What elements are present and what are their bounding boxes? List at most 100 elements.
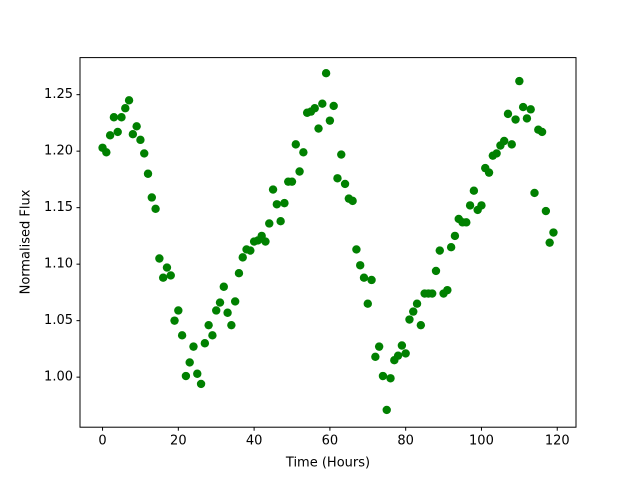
point: [310, 104, 319, 113]
point: [469, 186, 479, 195]
point: [299, 148, 308, 157]
point: [128, 130, 138, 139]
point: [443, 285, 452, 295]
point: [132, 122, 141, 131]
point: [105, 131, 115, 140]
point: [177, 331, 187, 340]
point: [325, 116, 335, 125]
point: [484, 168, 494, 177]
point: [261, 237, 270, 246]
point: [492, 149, 501, 158]
point: [155, 254, 164, 263]
point: [109, 113, 119, 122]
point: [227, 320, 236, 330]
x-tick-label: 60: [322, 434, 339, 449]
point: [397, 341, 407, 350]
point: [526, 105, 535, 114]
point: [499, 136, 509, 146]
point: [287, 177, 297, 186]
x-tick-label: 100: [469, 434, 494, 449]
point: [356, 261, 365, 270]
point: [348, 196, 357, 206]
point: [102, 148, 111, 157]
point: [166, 271, 175, 280]
point: [462, 218, 471, 227]
point: [340, 179, 350, 189]
point: [382, 405, 391, 415]
point: [223, 308, 232, 317]
point: [238, 253, 247, 262]
point: [549, 228, 558, 237]
point: [416, 320, 426, 330]
x-tick-label: 0: [98, 434, 106, 449]
point: [193, 369, 202, 378]
point: [124, 96, 134, 105]
x-tick-label: 120: [545, 434, 570, 449]
point: [147, 193, 157, 202]
x-tick-label: 20: [170, 434, 187, 449]
y-tick-label: 1.00: [44, 370, 73, 385]
point: [537, 127, 547, 137]
point: [113, 127, 122, 137]
point: [143, 169, 153, 178]
point: [151, 204, 160, 213]
point: [507, 140, 516, 149]
point: [189, 342, 198, 351]
point: [515, 76, 524, 86]
point: [291, 140, 300, 149]
point: [318, 99, 327, 108]
point: [272, 200, 282, 209]
point: [465, 201, 475, 210]
point: [337, 150, 346, 159]
point: [352, 245, 361, 254]
point: [181, 371, 191, 381]
point: [401, 349, 410, 358]
point: [386, 374, 395, 383]
y-tick-label: 1.25: [44, 87, 73, 102]
point: [409, 307, 418, 316]
y-tick-label: 1.05: [44, 313, 73, 328]
point: [174, 306, 183, 315]
point: [268, 185, 278, 194]
point: [234, 268, 244, 278]
point: [230, 297, 240, 306]
point: [208, 331, 217, 340]
point: [412, 299, 422, 308]
point: [446, 243, 456, 252]
point: [541, 206, 551, 216]
axes-frame: [79, 57, 577, 428]
point: [170, 316, 179, 325]
point: [518, 102, 528, 112]
point: [333, 174, 342, 183]
point: [477, 201, 486, 210]
point: [329, 101, 338, 111]
point: [428, 289, 437, 298]
point: [363, 299, 372, 308]
point: [545, 238, 554, 247]
point: [450, 231, 460, 241]
point: [511, 115, 520, 124]
x-axis-label: Time (Hours): [285, 456, 370, 471]
point: [117, 113, 126, 122]
point: [295, 167, 304, 176]
point: [162, 263, 172, 272]
y-axis-label: Normalised Flux: [19, 189, 34, 294]
point: [378, 371, 388, 381]
y-tick-label: 1.10: [44, 257, 73, 272]
point: [185, 358, 194, 367]
point: [314, 124, 323, 133]
point: [121, 104, 130, 113]
point: [435, 246, 444, 255]
point: [276, 217, 285, 226]
point: [393, 351, 403, 360]
point: [140, 149, 149, 158]
point: [280, 198, 289, 208]
x-tick-label: 40: [246, 434, 263, 449]
point: [215, 298, 225, 307]
y-tick-label: 1.15: [44, 200, 73, 215]
point: [265, 219, 274, 228]
point: [359, 273, 369, 282]
point: [158, 273, 168, 282]
point: [522, 114, 532, 123]
